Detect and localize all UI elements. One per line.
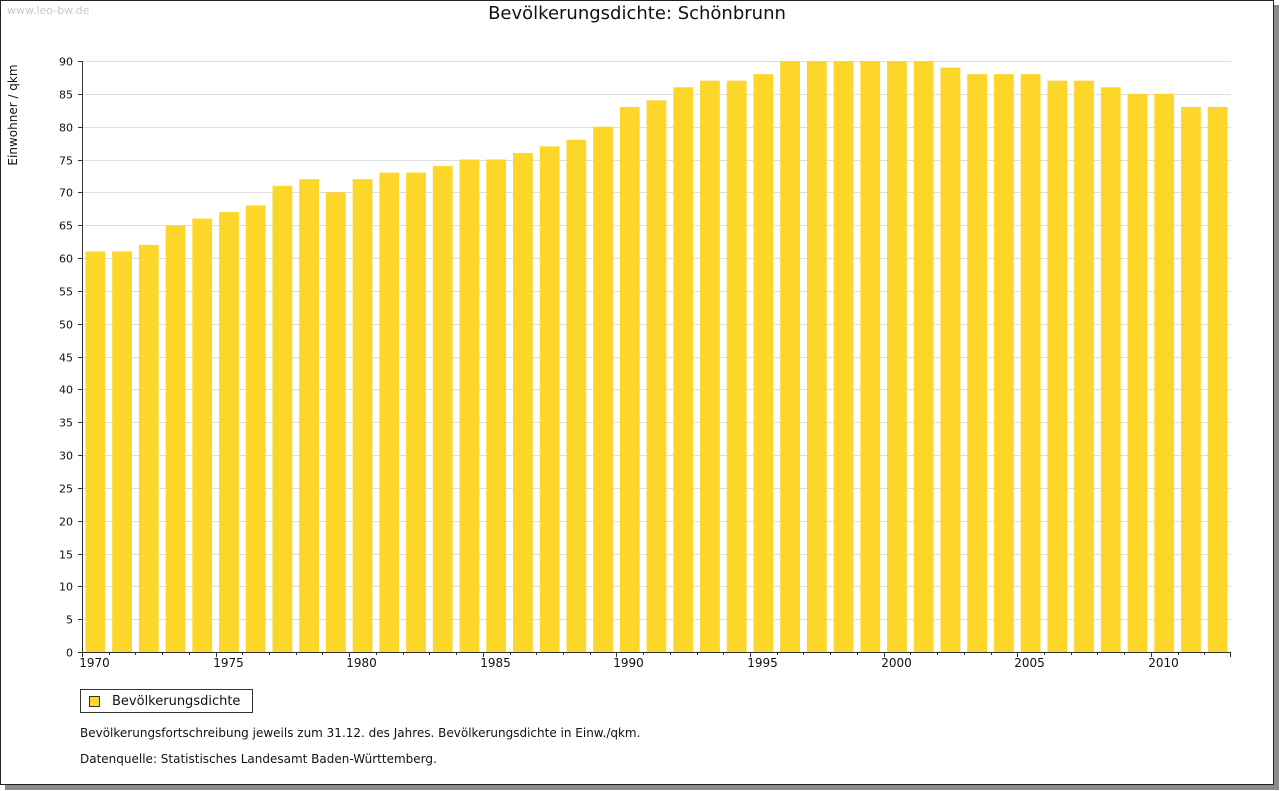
bar-chart: 0 5 10 15 20 25 30 35 40 45 50 55 60 65 70 75 80 85 90 1970… bbox=[59, 56, 1231, 670]
bar-2007 bbox=[1074, 80, 1094, 652]
bar-1972 bbox=[138, 244, 159, 652]
bar-1986 bbox=[513, 152, 533, 652]
bar-1980 bbox=[352, 179, 373, 652]
y-tick-label-90: 90 bbox=[59, 56, 73, 69]
bars bbox=[85, 61, 1228, 653]
bar-1998 bbox=[833, 61, 854, 652]
y-tick-label-55: 55 bbox=[59, 286, 73, 299]
y-tick-label-50: 50 bbox=[59, 319, 73, 332]
x-tick-label-1980: 1980 bbox=[346, 656, 377, 670]
bar-2010 bbox=[1154, 93, 1175, 652]
bar-1995 bbox=[753, 74, 774, 652]
bar-1971 bbox=[112, 251, 132, 652]
bar-1975 bbox=[219, 212, 239, 652]
bar-1997 bbox=[806, 61, 827, 652]
watermark: www.leo-bw.de bbox=[7, 4, 90, 17]
bar-1994 bbox=[726, 80, 747, 652]
y-tick-label-30: 30 bbox=[59, 450, 73, 463]
x-tick-label-1995: 1995 bbox=[747, 656, 778, 670]
y-tick-label-5: 5 bbox=[66, 614, 73, 627]
bar-1985 bbox=[486, 159, 507, 652]
bar-1976 bbox=[245, 205, 266, 652]
y-tick-label-70: 70 bbox=[59, 187, 73, 200]
x-tick-label-2005: 2005 bbox=[1014, 656, 1045, 670]
x-tick-label-1990: 1990 bbox=[613, 656, 644, 670]
bar-1984 bbox=[459, 159, 480, 652]
y-tick-label-10: 10 bbox=[59, 581, 73, 594]
y-tick-label-20: 20 bbox=[59, 516, 73, 529]
legend-label: Bevölkerungsdichte bbox=[112, 693, 241, 709]
y-tick-label-45: 45 bbox=[59, 352, 73, 365]
x-tick-label-1985: 1985 bbox=[480, 656, 511, 670]
y-tick-label-15: 15 bbox=[59, 549, 73, 562]
y-tick-label-85: 85 bbox=[59, 89, 73, 102]
bar-2009 bbox=[1127, 93, 1148, 652]
x-tick-label-1970: 1970 bbox=[79, 656, 110, 670]
y-tick-label-40: 40 bbox=[59, 384, 73, 397]
bar-1988 bbox=[566, 139, 587, 653]
bar-1992 bbox=[673, 87, 694, 652]
bar-1996 bbox=[780, 61, 800, 652]
x-tick-label-1975: 1975 bbox=[213, 656, 244, 670]
bar-2003 bbox=[967, 74, 988, 652]
bar-2008 bbox=[1100, 87, 1121, 652]
y-tick-label-65: 65 bbox=[59, 220, 73, 233]
bar-1993 bbox=[700, 80, 720, 652]
bar-2001 bbox=[913, 61, 934, 652]
y-tick-label-75: 75 bbox=[59, 155, 73, 168]
bar-1981 bbox=[379, 172, 400, 652]
bar-1991 bbox=[646, 100, 667, 652]
bar-2004 bbox=[993, 74, 1014, 652]
y-tick-label-35: 35 bbox=[59, 417, 73, 430]
bar-2012 bbox=[1207, 106, 1228, 653]
bar-2011 bbox=[1181, 106, 1201, 653]
legend: Bevölkerungsdichte bbox=[80, 689, 254, 713]
bar-2002 bbox=[940, 67, 961, 652]
bar-1973 bbox=[165, 225, 186, 653]
footnote-methodology: Bevölkerungsfortschreibung jeweils zum 3… bbox=[80, 726, 641, 740]
bar-1990 bbox=[619, 106, 640, 653]
bar-1987 bbox=[539, 146, 560, 652]
bar-1983 bbox=[432, 166, 453, 652]
bar-1999 bbox=[860, 61, 881, 652]
legend-swatch bbox=[89, 695, 100, 707]
axes: 0 5 10 15 20 25 30 35 40 45 50 55 60 65 70 75 80 85 90 1970… bbox=[59, 56, 1231, 670]
bar-2006 bbox=[1047, 80, 1068, 652]
bar-1979 bbox=[325, 192, 346, 652]
bar-1974 bbox=[192, 218, 213, 652]
bar-1978 bbox=[299, 179, 320, 652]
y-tick-label-25: 25 bbox=[59, 483, 73, 496]
bar-2000 bbox=[887, 61, 907, 652]
bar-2005 bbox=[1020, 74, 1041, 652]
y-tick-label-60: 60 bbox=[59, 253, 73, 266]
bar-1977 bbox=[272, 185, 293, 652]
footnote-source: Datenquelle: Statistisches Landesamt Bad… bbox=[80, 752, 437, 766]
y-tick-label-80: 80 bbox=[59, 122, 73, 135]
bar-1989 bbox=[593, 126, 613, 653]
bar-1982 bbox=[406, 172, 426, 652]
bar-1970 bbox=[85, 251, 106, 652]
chart-title: Bevölkerungsdichte: Schönbrunn bbox=[488, 3, 786, 24]
x-tick-label-2010: 2010 bbox=[1148, 656, 1179, 670]
y-tick-label-0: 0 bbox=[66, 647, 73, 660]
x-tick-label-2000: 2000 bbox=[881, 656, 912, 670]
